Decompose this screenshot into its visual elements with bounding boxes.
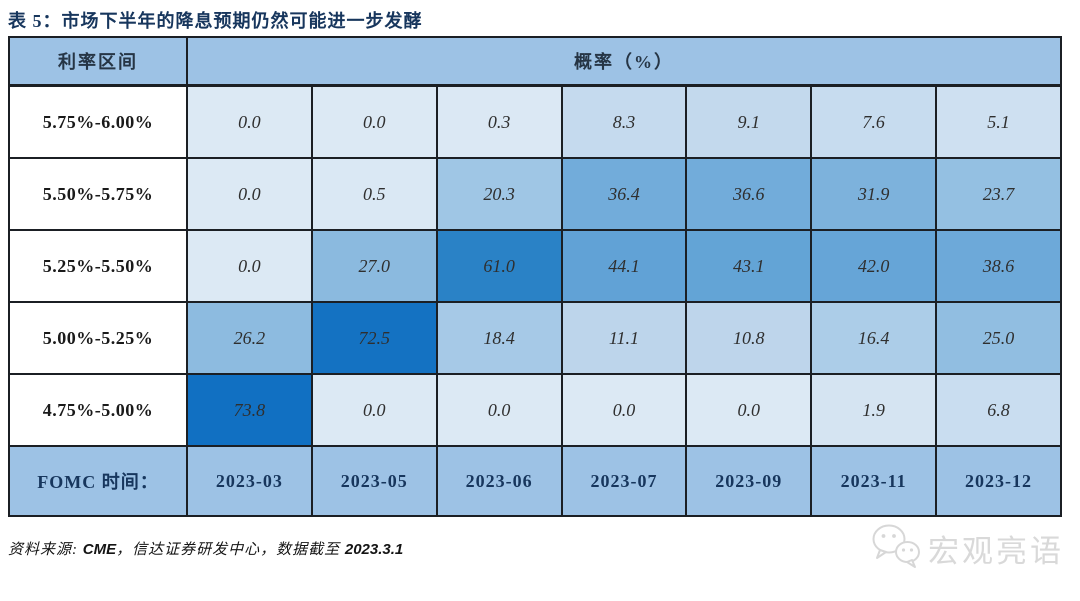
header-row: 利率区间 概率（%）	[8, 36, 1062, 87]
probability-header: 概率（%）	[186, 36, 1062, 87]
source-date: 2023.3.1	[344, 541, 404, 558]
source-name: CME	[82, 541, 117, 558]
probability-cell: 5.1	[935, 84, 1062, 159]
source-note: 资料来源: CME，信达证券研发中心，数据截至 2023.3.1	[8, 538, 403, 559]
probability-cell: 0.3	[435, 84, 563, 159]
probability-cell: 0.0	[685, 373, 813, 447]
probability-cell: 1.9	[810, 373, 938, 447]
probability-cell: 7.6	[810, 84, 938, 159]
heatmap-row: 5.50%-5.75% 0.0 0.5 20.3 36.4 36.6 31.9 23.7	[8, 157, 1062, 231]
probability-cell: 8.3	[560, 84, 688, 159]
probability-heatmap-table: 利率区间 概率（%） 5.75%-6.00% 0.0 0.0 0.3 8.3 9.1 7.6…	[8, 36, 1062, 517]
probability-cell: 11.1	[560, 301, 688, 375]
source-mid: ，信达证券研发中心，数据截至	[116, 542, 345, 558]
probability-cell: 73.8	[186, 373, 313, 447]
rate-range-label: 5.75%-6.00%	[8, 84, 188, 159]
probability-cell: 61.0	[435, 229, 563, 303]
wechat-icon	[870, 522, 922, 575]
heatmap-row: 5.25%-5.50% 0.0 27.0 61.0 44.1 43.1 42.0 38.6	[8, 229, 1062, 303]
probability-cell: 6.8	[935, 373, 1062, 447]
rate-range-label: 5.50%-5.75%	[8, 157, 188, 231]
rate-range-header: 利率区间	[8, 36, 188, 87]
brand-name: 宏观亮语	[928, 534, 1064, 569]
probability-cell: 0.0	[310, 373, 438, 447]
probability-cell: 31.9	[810, 157, 938, 231]
probability-cell: 72.5	[310, 301, 438, 375]
probability-cell: 0.5	[310, 157, 438, 231]
probability-cell: 0.0	[186, 229, 313, 303]
probability-cell: 43.1	[685, 229, 813, 303]
probability-cell: 20.3	[435, 157, 563, 231]
probability-cell: 0.0	[560, 373, 688, 447]
fomc-date: 2023-11	[810, 445, 938, 517]
heatmap-row: 5.00%-5.25% 26.2 72.5 18.4 11.1 10.8 16.4 25.0	[8, 301, 1062, 375]
probability-cell: 9.1	[685, 84, 813, 159]
probability-cell: 23.7	[935, 157, 1062, 231]
fomc-date: 2023-12	[935, 445, 1062, 517]
fomc-date: 2023-09	[685, 445, 813, 517]
probability-cell: 0.0	[186, 157, 313, 231]
probability-cell: 38.6	[935, 229, 1062, 303]
rate-range-label: 5.00%-5.25%	[8, 301, 188, 375]
rate-range-label: 5.25%-5.50%	[8, 229, 188, 303]
probability-cell: 44.1	[560, 229, 688, 303]
fomc-label: FOMC 时间：	[8, 445, 188, 517]
probability-cell: 27.0	[310, 229, 438, 303]
probability-cell: 36.6	[685, 157, 813, 231]
fomc-date: 2023-07	[560, 445, 688, 517]
probability-cell: 0.0	[310, 84, 438, 159]
probability-cell: 0.0	[435, 373, 563, 447]
heatmap-row: 4.75%-5.00% 73.8 0.0 0.0 0.0 0.0 1.9 6.8	[8, 373, 1062, 447]
probability-cell: 16.4	[810, 301, 938, 375]
brand-watermark: 宏观亮语	[870, 522, 1064, 575]
probability-cell: 26.2	[186, 301, 313, 375]
probability-cell: 42.0	[810, 229, 938, 303]
probability-cell: 25.0	[935, 301, 1062, 375]
probability-cell: 10.8	[685, 301, 813, 375]
heatmap-row: 5.75%-6.00% 0.0 0.0 0.3 8.3 9.1 7.6 5.1	[8, 84, 1062, 159]
fomc-date: 2023-06	[435, 445, 563, 517]
probability-cell: 0.0	[186, 84, 313, 159]
probability-cell: 18.4	[435, 301, 563, 375]
fomc-date: 2023-03	[186, 445, 313, 517]
table-title: 表 5：市场下半年的降息预期仍然可能进一步发酵	[8, 11, 423, 31]
fomc-date: 2023-05	[310, 445, 438, 517]
fomc-date-row: FOMC 时间： 2023-03 2023-05 2023-06 2023-07 202…	[8, 445, 1062, 517]
rate-range-label: 4.75%-5.00%	[8, 373, 188, 447]
source-prefix: 资料来源:	[8, 542, 83, 558]
probability-cell: 36.4	[560, 157, 688, 231]
